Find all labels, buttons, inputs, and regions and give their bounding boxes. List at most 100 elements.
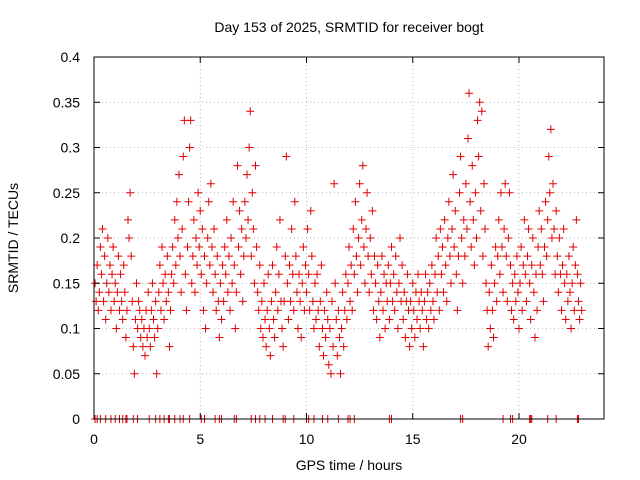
- data-point: [376, 288, 385, 297]
- data-point: [228, 279, 237, 288]
- data-point: [182, 306, 191, 315]
- data-point: [476, 206, 485, 215]
- data-point: [109, 243, 118, 252]
- data-point: [143, 333, 152, 342]
- data-point: [292, 288, 301, 297]
- data-point: [552, 206, 561, 215]
- data-point: [451, 206, 460, 215]
- data-point: [392, 288, 401, 297]
- data-point: [452, 270, 461, 279]
- data-point: [305, 306, 314, 315]
- data-point: [355, 179, 364, 188]
- data-point: [465, 89, 474, 98]
- data-point: [320, 306, 329, 315]
- data-point: [107, 306, 115, 315]
- data-point: [349, 224, 358, 233]
- data-point: [485, 288, 494, 297]
- data-point: [236, 270, 245, 279]
- data-point: [163, 252, 172, 261]
- data-point: [113, 288, 122, 297]
- data-point: [239, 252, 248, 261]
- data-point: [271, 288, 280, 297]
- data-point: [347, 261, 356, 270]
- data-point: [141, 351, 149, 360]
- data-point: [544, 152, 553, 161]
- data-point: [154, 288, 163, 297]
- data-point: [496, 188, 505, 197]
- data-point: [478, 252, 487, 261]
- data-point: [149, 315, 158, 324]
- data-point: [436, 224, 445, 233]
- data-point: [196, 206, 205, 215]
- data-point: [507, 306, 516, 315]
- data-point: [500, 224, 509, 233]
- data-point: [474, 152, 483, 161]
- data-point: [414, 270, 423, 279]
- data-point: [152, 369, 161, 378]
- data-point: [385, 315, 394, 324]
- data-point: [94, 306, 103, 315]
- data-point: [162, 297, 171, 306]
- data-point: [373, 261, 382, 270]
- data-point: [184, 197, 193, 206]
- y-tick-label: 0.15: [53, 275, 80, 291]
- data-point: [437, 270, 446, 279]
- data-point: [213, 252, 222, 261]
- data-point: [448, 224, 457, 233]
- data-point: [559, 224, 568, 233]
- data-point: [489, 333, 498, 342]
- data-point: [170, 215, 179, 224]
- data-point: [346, 297, 355, 306]
- data-point: [445, 252, 454, 261]
- data-point: [159, 279, 168, 288]
- data-point: [484, 342, 493, 351]
- data-point: [198, 224, 207, 233]
- data-point: [574, 297, 583, 306]
- data-point: [289, 306, 298, 315]
- data-point: [255, 261, 264, 270]
- data-point: [444, 197, 453, 206]
- data-point: [120, 288, 129, 297]
- data-point: [425, 279, 434, 288]
- data-point: [263, 306, 272, 315]
- data-point: [286, 297, 295, 306]
- data-point: [166, 306, 175, 315]
- data-point: [421, 270, 430, 279]
- data-point: [253, 288, 262, 297]
- data-point: [506, 261, 515, 270]
- data-point: [173, 234, 182, 242]
- data-point: [234, 243, 243, 252]
- data-point: [200, 252, 209, 261]
- data-point: [224, 252, 233, 261]
- data-point: [542, 252, 551, 261]
- data-point: [233, 161, 242, 170]
- data-point: [240, 197, 249, 206]
- data-point: [146, 342, 155, 351]
- data-point: [434, 252, 443, 261]
- data-point: [528, 234, 537, 242]
- data-point: [537, 224, 546, 233]
- data-point: [160, 315, 169, 324]
- data-point: [311, 279, 319, 288]
- data-point: [178, 224, 187, 233]
- data-point: [406, 297, 415, 306]
- data-point: [318, 324, 327, 333]
- data-point: [177, 288, 186, 297]
- data-point: [362, 224, 370, 233]
- data-point: [401, 333, 410, 342]
- data-point: [332, 315, 341, 324]
- x-tick-label: 5: [196, 431, 204, 447]
- data-point: [223, 288, 232, 297]
- data-point: [498, 243, 506, 252]
- data-point: [192, 234, 200, 242]
- data-point: [524, 224, 533, 233]
- data-point: [462, 224, 471, 233]
- data-point: [481, 224, 489, 233]
- data-point: [517, 243, 526, 252]
- data-point: [256, 324, 265, 333]
- data-point: [558, 261, 567, 270]
- data-point: [221, 270, 230, 279]
- data-point: [302, 288, 311, 297]
- data-point: [427, 261, 436, 270]
